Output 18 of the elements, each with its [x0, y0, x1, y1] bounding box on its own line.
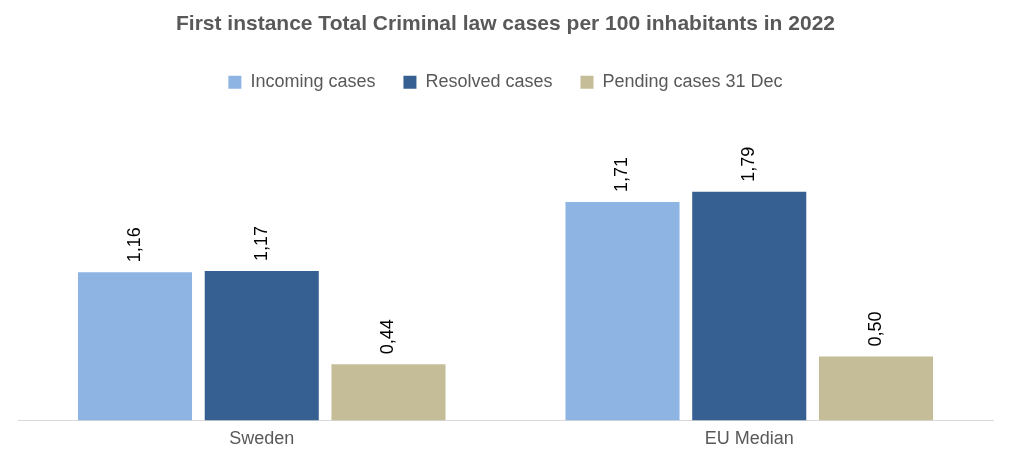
- chart-title: First instance Total Criminal law cases per 100 inhabitants in 2022: [175, 11, 836, 35]
- data-label: 1,79: [738, 146, 759, 182]
- bar: [204, 271, 319, 421]
- legend-label: Resolved cases: [425, 71, 553, 92]
- bar: [331, 364, 446, 421]
- x-tick-label: Sweden: [229, 428, 295, 449]
- data-label: 1,16: [123, 227, 144, 263]
- bar: [77, 272, 193, 421]
- bar: [565, 202, 680, 421]
- data-label: 1,17: [250, 225, 271, 262]
- legend-label: Pending cases 31 Dec: [602, 71, 783, 92]
- bar: [692, 191, 807, 421]
- data-label: 1,71: [611, 157, 632, 193]
- data-label: 0,50: [864, 311, 885, 347]
- x-tick-label: EU Median: [704, 428, 794, 449]
- data-label: 0,44: [377, 319, 398, 355]
- bar: [818, 356, 934, 421]
- legend-label: Incoming cases: [250, 71, 376, 92]
